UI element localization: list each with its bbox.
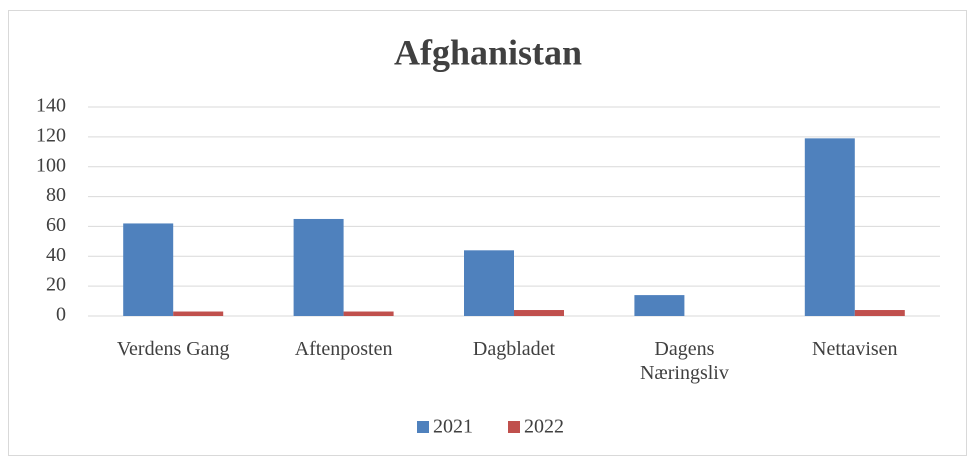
x-tick-label: Aftenposten xyxy=(294,338,393,360)
bar xyxy=(854,310,905,316)
y-tick-label: 60 xyxy=(46,214,66,236)
bar xyxy=(293,218,344,316)
x-tick-label: Verdens Gang xyxy=(116,338,230,360)
bar xyxy=(343,311,394,316)
x-tick-label: Dagens Næringsliv xyxy=(639,338,729,384)
legend-label: 2021 xyxy=(433,416,473,438)
bar xyxy=(634,295,685,316)
bar xyxy=(464,250,514,316)
y-tick-label: 140 xyxy=(36,95,66,117)
x-tick-label: Nettavisen xyxy=(812,338,898,360)
y-tick-label: 40 xyxy=(46,244,66,266)
y-tick-label: 100 xyxy=(36,154,66,176)
bar xyxy=(514,310,564,316)
y-tick-label: 120 xyxy=(36,124,66,146)
legend-swatch xyxy=(508,421,520,433)
chart-title: Afghanistan xyxy=(394,32,582,72)
bar xyxy=(804,138,855,316)
y-tick-label: 20 xyxy=(46,274,66,296)
bar xyxy=(123,223,174,316)
y-tick-label: 0 xyxy=(56,304,66,326)
legend-swatch xyxy=(417,421,429,433)
chart-border xyxy=(8,10,967,456)
legend-label: 2022 xyxy=(524,416,564,438)
y-tick-label: 80 xyxy=(46,184,66,206)
bar xyxy=(173,311,224,316)
x-tick-label: Dagbladet xyxy=(472,338,556,360)
